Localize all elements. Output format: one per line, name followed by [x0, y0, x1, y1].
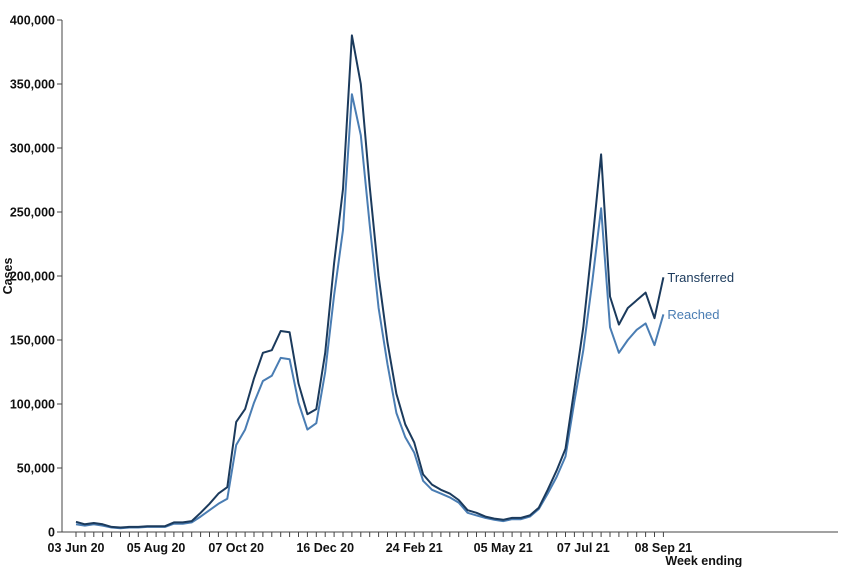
- y-tick-label: 0: [48, 526, 55, 540]
- series-label-reached: Reached: [667, 307, 719, 322]
- y-tick-label: 100,000: [10, 398, 55, 412]
- series-label-transferred: Transferred: [667, 270, 734, 285]
- x-tick-label: 05 May 21: [474, 541, 533, 555]
- x-axis-title: Week ending: [665, 554, 742, 567]
- series-line-reached: [75, 93, 665, 530]
- y-tick-label: 250,000: [10, 206, 55, 220]
- x-tick-label: 07 Jul 21: [557, 541, 610, 555]
- x-tick-label: 05 Aug 20: [127, 541, 186, 555]
- y-tick-label: 150,000: [10, 334, 55, 348]
- x-tick-label: 24 Feb 21: [386, 541, 443, 555]
- series-layer: [75, 34, 665, 530]
- y-axis-title: Cases: [1, 258, 15, 295]
- y-tick-label: 400,000: [10, 14, 55, 28]
- labels-layer: 0 50,000 100,000 150,000 200,000 250,000 300,0…: [10, 14, 734, 556]
- axes-layer: [57, 19, 838, 537]
- y-tick-label: 200,000: [10, 270, 55, 284]
- x-tick-label: 08 Sep 21: [635, 541, 693, 555]
- x-tick-label: 16 Dec 20: [296, 541, 354, 555]
- x-tick-label: 03 Jun 20: [48, 541, 105, 555]
- y-tick-label: 50,000: [17, 462, 55, 476]
- y-tick-label: 300,000: [10, 142, 55, 156]
- x-tick-label: 07 Oct 20: [208, 541, 264, 555]
- series-line-transferred: [75, 34, 665, 529]
- y-tick-label: 350,000: [10, 78, 55, 92]
